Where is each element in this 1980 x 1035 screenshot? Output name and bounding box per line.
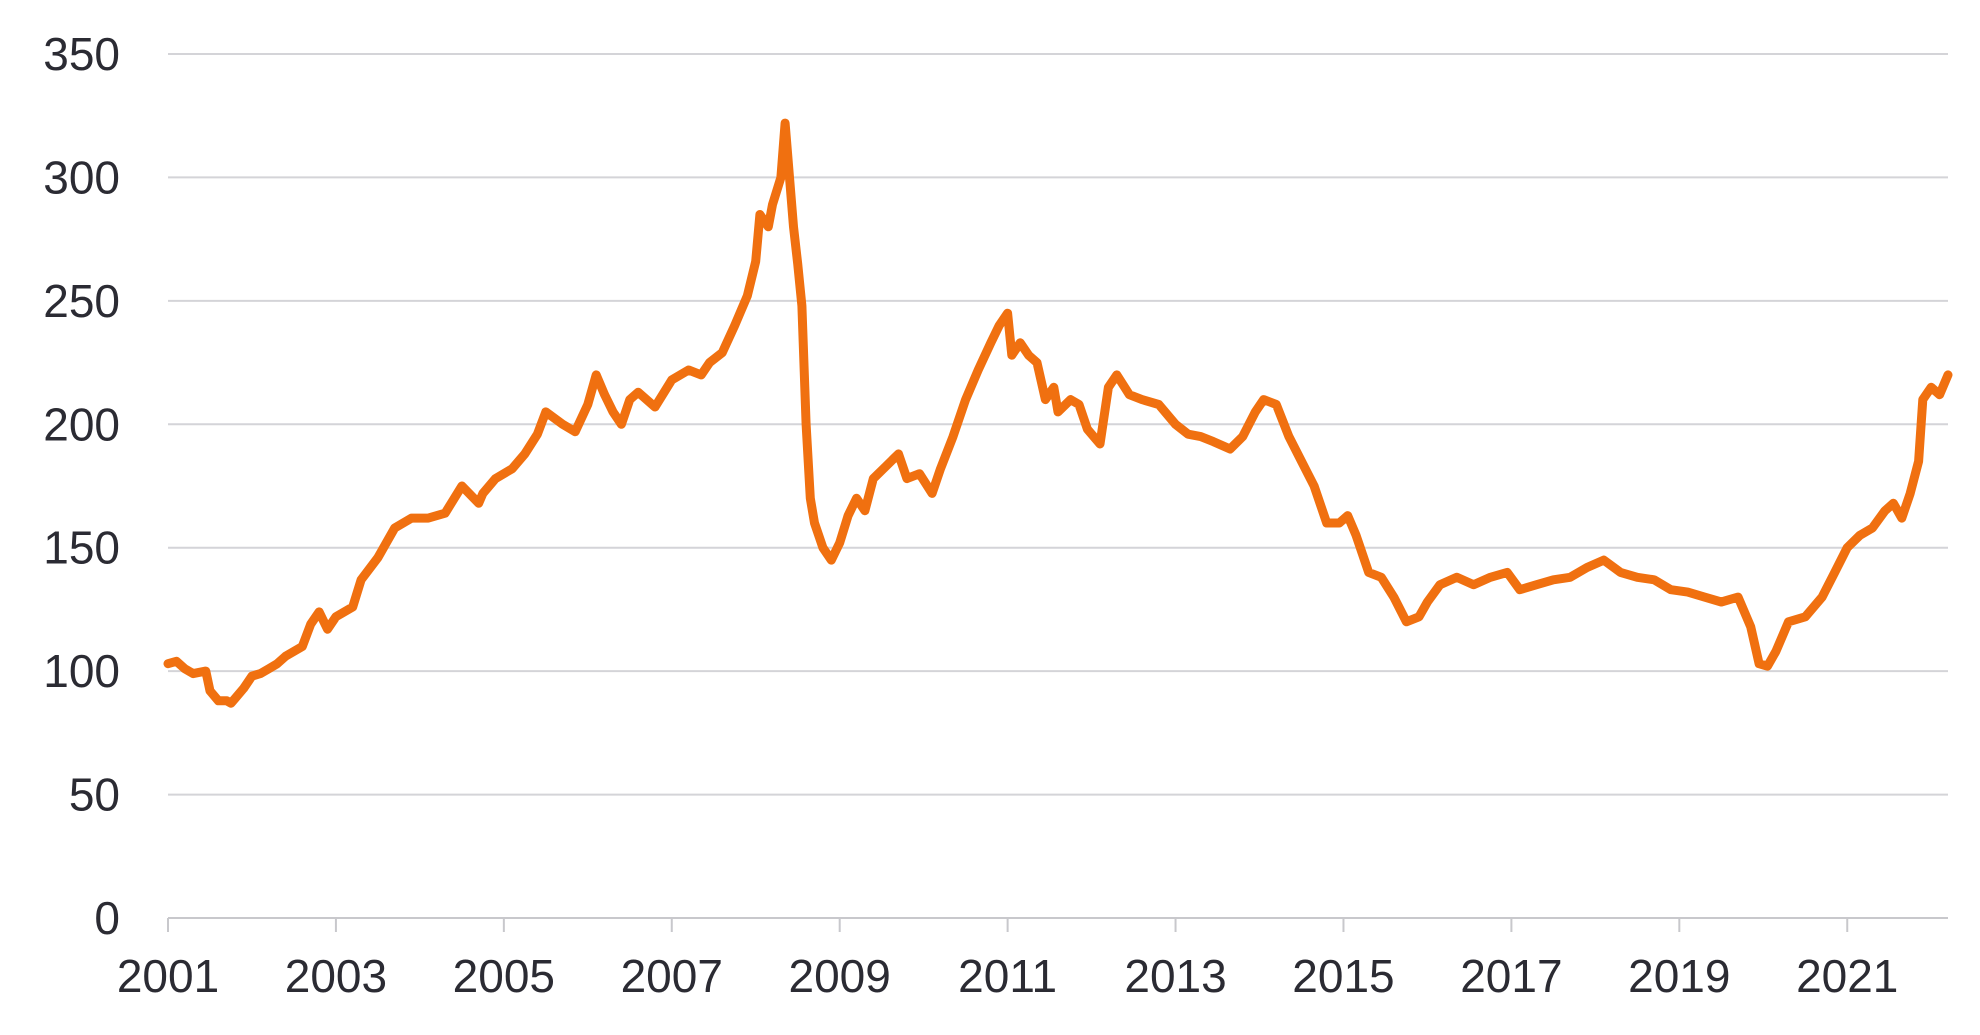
y-tick-label: 0 bbox=[94, 892, 120, 944]
x-tick-label: 2011 bbox=[958, 950, 1057, 1002]
x-axis-ticks bbox=[167, 918, 1849, 932]
x-tick-label: 2005 bbox=[453, 950, 555, 1002]
x-tick-label: 2015 bbox=[1292, 950, 1394, 1002]
y-tick-label: 100 bbox=[43, 645, 120, 697]
y-tick-label: 150 bbox=[43, 522, 120, 574]
series-line-0 bbox=[163, 118, 1953, 708]
x-axis-tick-labels: 2001 2003 2005 2007 2009 2011 2013 2015 2017 2019… bbox=[117, 950, 1899, 1002]
y-tick-label: 250 bbox=[43, 275, 120, 327]
x-tick-label: 2021 bbox=[1796, 950, 1898, 1002]
y-tick-label: 350 bbox=[43, 28, 120, 80]
x-tick-label: 2017 bbox=[1460, 950, 1562, 1002]
x-tick-label: 2003 bbox=[285, 950, 387, 1002]
gridlines bbox=[168, 53, 1948, 796]
x-tick-label: 2013 bbox=[1124, 950, 1226, 1002]
x-tick-label: 2007 bbox=[621, 950, 723, 1002]
x-tick-label: 2009 bbox=[789, 950, 891, 1002]
x-tick-label: 2019 bbox=[1628, 950, 1730, 1002]
series-group bbox=[163, 118, 1953, 708]
y-tick-label: 200 bbox=[43, 398, 120, 450]
x-tick-label: 2001 bbox=[117, 950, 219, 1002]
y-tick-label: 50 bbox=[69, 769, 120, 821]
y-axis-tick-labels: 0 50 100 150 200 250 300 350 bbox=[43, 28, 120, 944]
y-tick-label: 300 bbox=[43, 151, 120, 203]
